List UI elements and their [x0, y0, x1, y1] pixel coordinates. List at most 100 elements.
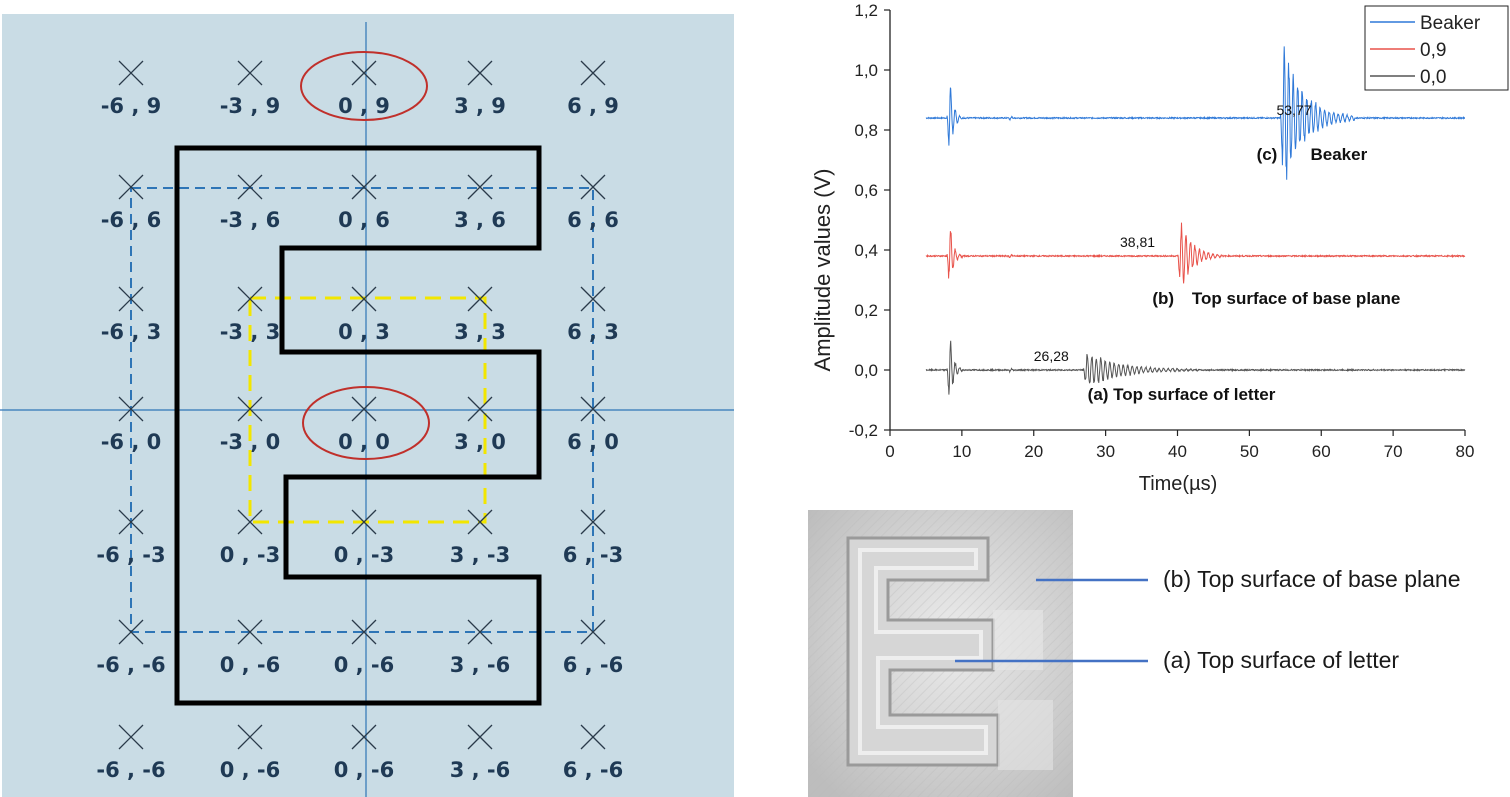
grid-point: 0 , 3	[338, 286, 390, 344]
cross-marker-icon	[467, 724, 493, 750]
grid-point: 6 , 0	[567, 396, 619, 454]
grid-point: 0 , -6	[220, 724, 280, 782]
grid-point: 6 , 3	[567, 286, 619, 344]
grid-points: -6 , 9 -3 , 9 0 , 9 3 , 9 6 , 9 -6 , 6 -3 , 6 0…	[96, 60, 624, 782]
cross-marker-icon	[467, 509, 493, 535]
cross-marker-icon	[237, 60, 263, 86]
grid-point-label: -6 , 3	[101, 320, 162, 344]
grid-point-label: 0 , -6	[334, 758, 395, 782]
cross-marker-icon	[237, 724, 263, 750]
cross-marker-icon	[580, 724, 606, 750]
legend-label: Beaker	[1420, 13, 1481, 34]
grid-point: 6 , -3	[563, 509, 624, 567]
chart-annotation: (b)	[1152, 289, 1174, 308]
grid-point: 6 , -6	[563, 619, 624, 677]
grid-point: 0 , -3	[220, 509, 281, 567]
grid-point-label: 6 , -6	[563, 653, 624, 677]
grid-point-label: -3 , 0	[220, 430, 281, 454]
grid-point: 3 , -6	[450, 724, 510, 782]
grid-point: -3 , 9	[220, 60, 280, 118]
y-tick-label: 0,4	[854, 241, 878, 260]
series-line	[925, 46, 1466, 180]
grid-point: -6 , -6	[96, 724, 166, 782]
cross-marker-icon	[351, 724, 377, 750]
chart-annotation: 26,28	[1034, 348, 1069, 364]
cross-marker-icon	[351, 60, 377, 86]
chart-legend: Beaker 0,9 0,0	[1364, 5, 1509, 91]
amplitude-chart: 0 10 20 30 40 50 60 70 80 -0,2 0,0 0,2 0,4 0,6 0,8 1,0 1…	[810, 1, 1509, 495]
cross-marker-icon	[351, 174, 377, 200]
grid-point-label: 3 , 0	[454, 430, 506, 454]
grid-point-label: 3 , 6	[454, 208, 506, 232]
grid-point-label: 3 , -3	[450, 543, 511, 567]
grid-point-label: -6 , -6	[96, 653, 165, 677]
grid-point-label: 3 , 9	[454, 94, 506, 118]
grid-point-label: -3 , 3	[220, 320, 281, 344]
y-tick-label: 1,2	[854, 1, 878, 20]
y-tick-label: -0,2	[849, 421, 878, 440]
grid-point-label: -6 , -6	[96, 758, 165, 782]
cross-marker-icon	[118, 396, 144, 422]
grid-point: 6 , -6	[563, 724, 624, 782]
cross-marker-icon	[467, 619, 493, 645]
chart-annotation: Beaker	[1310, 145, 1367, 164]
chart-annotation: 38,81	[1120, 234, 1155, 250]
grid-point: 3 , -6	[450, 619, 511, 677]
x-tick-label: 10	[952, 442, 971, 461]
cross-marker-icon	[351, 396, 377, 422]
x-tick-label: 80	[1456, 442, 1475, 461]
cross-marker-icon	[118, 724, 144, 750]
grid-point: 0 , 9	[338, 60, 390, 118]
y-tick-label: 0,2	[854, 301, 878, 320]
cross-marker-icon	[467, 396, 493, 422]
inner-dashed-region	[248, 296, 487, 524]
grid-point-label: -6 , -3	[96, 543, 165, 567]
cross-marker-icon	[351, 286, 377, 312]
cross-marker-icon	[580, 60, 606, 86]
grid-point: 0 , 0	[338, 396, 390, 454]
sample-photo-drawing	[808, 510, 1073, 797]
grid-point-label: -3 , 6	[220, 208, 281, 232]
grid-point-label: 0 , 9	[338, 94, 390, 118]
cross-marker-icon	[237, 396, 263, 422]
y-tick-label: 0,6	[854, 181, 878, 200]
cross-marker-icon	[118, 286, 144, 312]
grid-point-label: 6 , -3	[563, 543, 624, 567]
grid-point-label: 6 , 3	[567, 320, 619, 344]
grid-point: 0 , -6	[334, 619, 394, 677]
cross-marker-icon	[467, 60, 493, 86]
x-tick-label: 40	[1168, 442, 1187, 461]
grid-point: -6 , -6	[96, 619, 166, 677]
series-line	[925, 340, 1466, 395]
cross-marker-icon	[237, 619, 263, 645]
grid-point: 0 , -3	[334, 509, 394, 567]
cross-marker-icon	[467, 174, 493, 200]
chart-annotation: 53,77	[1276, 102, 1311, 118]
grid-point-label: -6 , 9	[101, 94, 162, 118]
y-axis-title: Amplitude values (V)	[810, 169, 835, 372]
grid-point: -6 , 9	[101, 60, 162, 118]
measurement-grid-diagram: -6 , 9 -3 , 9 0 , 9 3 , 9 6 , 9 -6 , 6 -3 , 6 0…	[0, 14, 734, 797]
cross-marker-icon	[580, 619, 606, 645]
cross-marker-icon	[118, 509, 144, 535]
grid-point: -3 , 3	[220, 286, 281, 344]
cross-marker-icon	[580, 509, 606, 535]
chart-annotation: Top surface of base plane	[1192, 289, 1400, 308]
outer-dashed-region	[130, 187, 594, 633]
grid-point-label: 0 , 6	[338, 208, 390, 232]
letter-e-outline	[174, 145, 542, 706]
legend-label: 0,0	[1420, 67, 1446, 88]
grid-point-label: 0 , -3	[220, 543, 281, 567]
chart-series	[925, 46, 1466, 395]
cross-marker-icon	[351, 509, 377, 535]
grid-point: -3 , 6	[220, 174, 281, 232]
chart-axes: 0 10 20 30 40 50 60 70 80 -0,2 0,0 0,2 0,4 0,6 0,8 1,0 1…	[849, 1, 1475, 461]
grid-point: -6 , 0	[101, 396, 161, 454]
x-tick-label: 30	[1096, 442, 1115, 461]
highlight-ellipse-0-0	[302, 386, 430, 460]
cross-marker-icon	[237, 174, 263, 200]
grid-point-label: 3 , -6	[450, 653, 511, 677]
grid-point-label: 6 , -6	[563, 758, 624, 782]
grid-point: -6 , 3	[101, 286, 162, 344]
